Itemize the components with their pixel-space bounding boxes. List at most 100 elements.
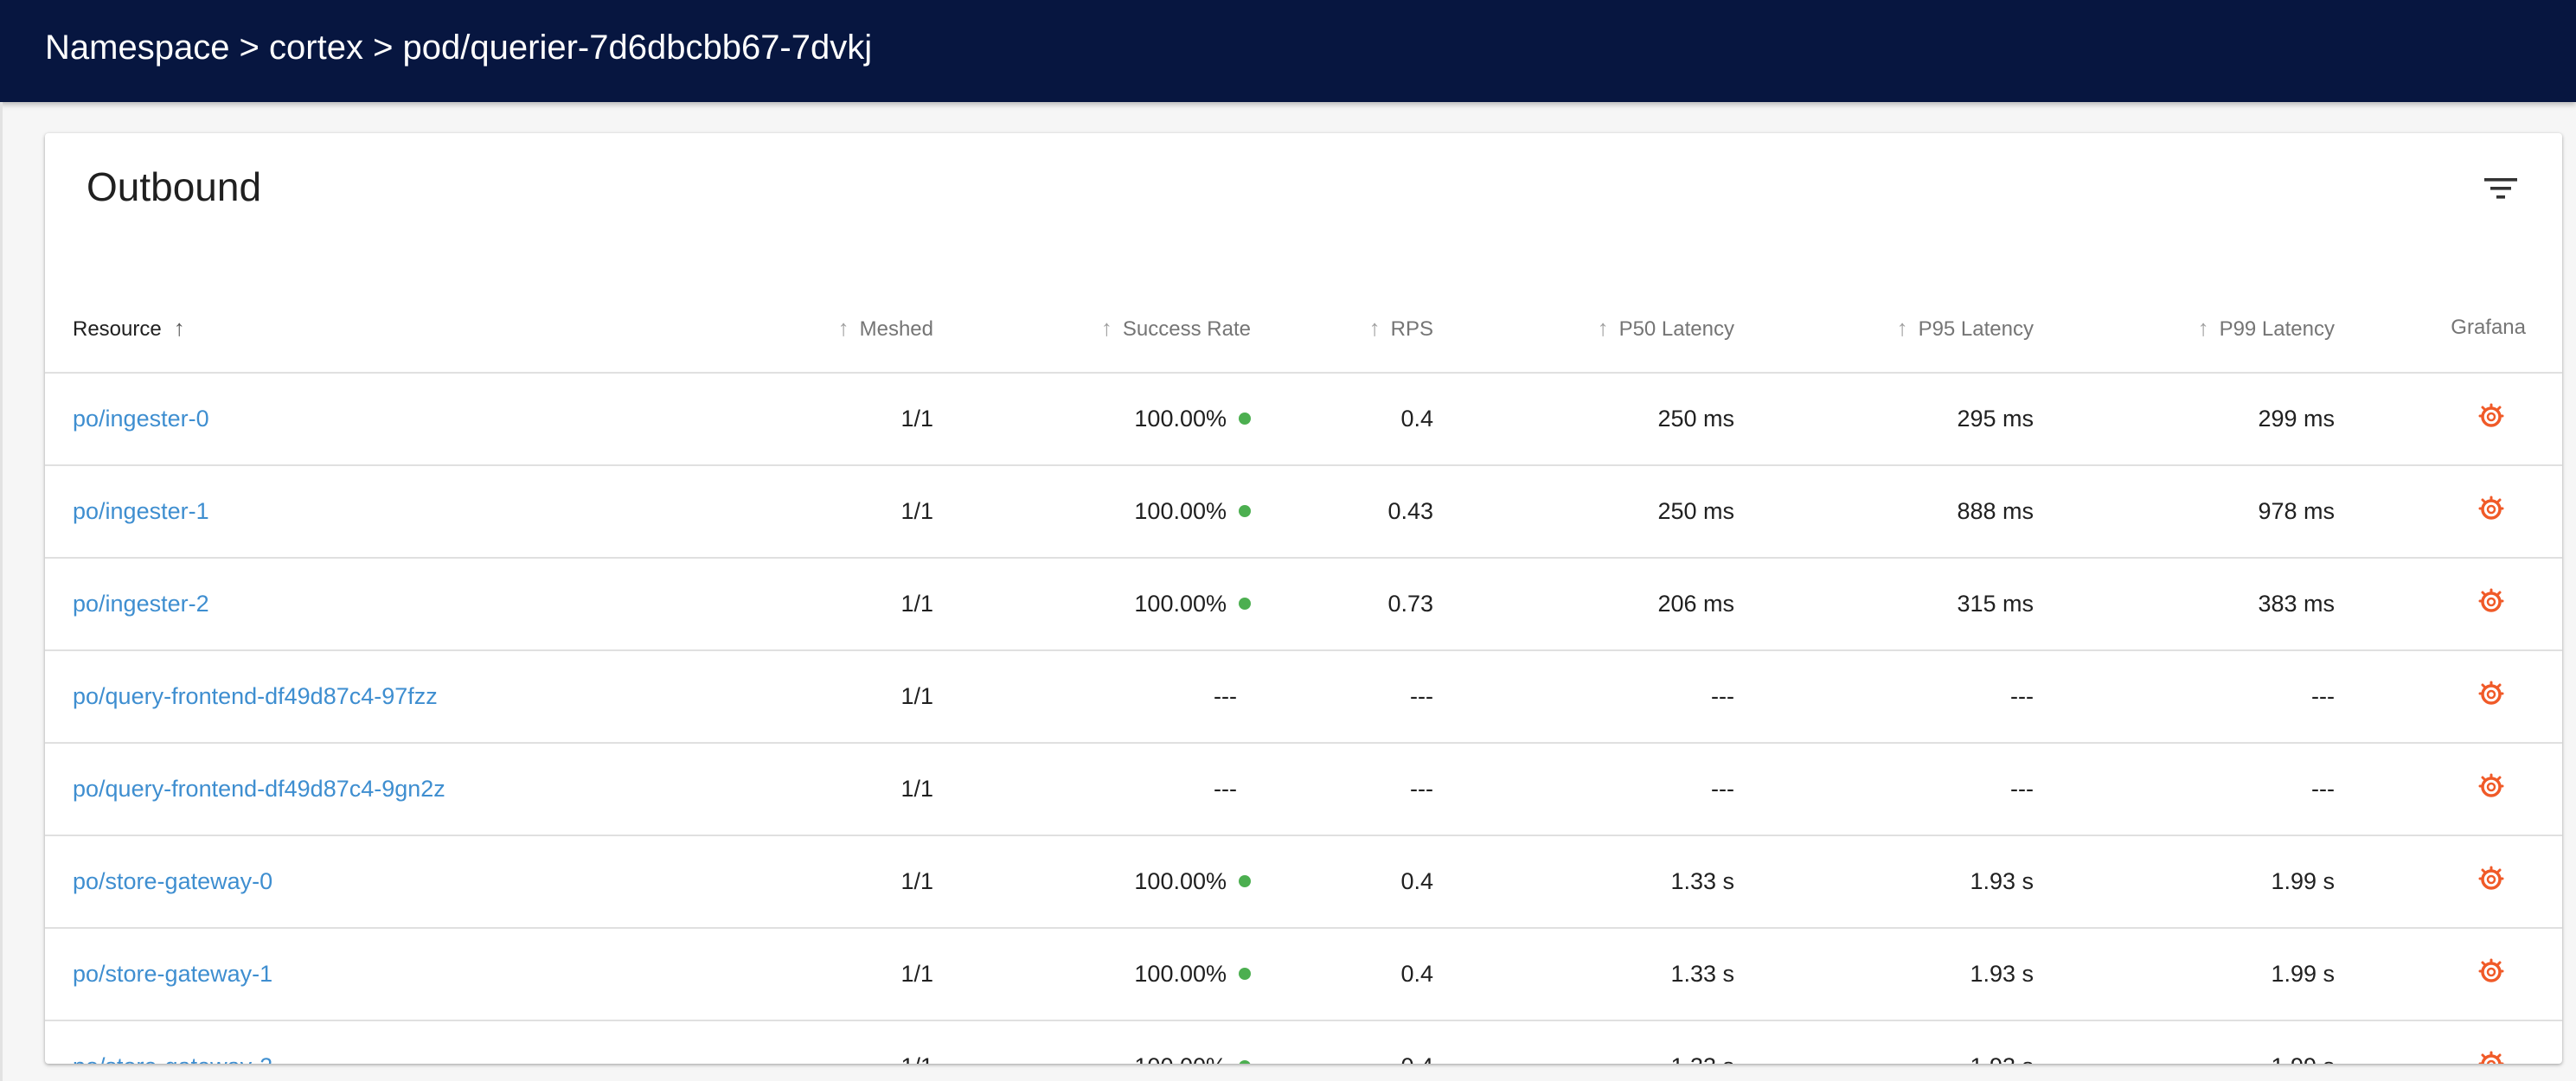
table-row: po/store-gateway-1 1/1 100.00% 0.4 1.33 s 1.9… bbox=[45, 928, 2562, 1021]
grafana-icon[interactable] bbox=[2477, 772, 2505, 800]
grafana-cell bbox=[2335, 835, 2562, 929]
column-header-meshed-label: Meshed bbox=[859, 317, 933, 341]
p95-latency-cell: 1.93 s bbox=[1734, 835, 2034, 929]
meshed-value: 1/1 bbox=[900, 868, 933, 894]
resource-cell: po/query-frontend-df49d87c4-97fzz bbox=[45, 650, 659, 744]
rps-cell: 0.4 bbox=[1251, 1020, 1433, 1064]
column-header-p99-label: P99 Latency bbox=[2219, 317, 2335, 341]
p99-latency-cell: --- bbox=[2034, 650, 2335, 744]
p50-latency-value: 1.33 s bbox=[1670, 961, 1734, 987]
table-row: po/ingester-2 1/1 100.00% 0.73 206 ms 315 ms 3… bbox=[45, 558, 2562, 651]
column-header-meshed[interactable]: ↑ Meshed bbox=[659, 284, 933, 374]
p95-latency-value: --- bbox=[2010, 683, 2034, 709]
resource-link[interactable]: po/store-gateway-0 bbox=[73, 868, 273, 894]
grafana-cell bbox=[2335, 373, 2562, 466]
p50-latency-value: 1.33 s bbox=[1670, 868, 1734, 894]
success-rate-cell: 100.00% bbox=[933, 373, 1251, 466]
column-header-success-rate-label: Success Rate bbox=[1122, 317, 1251, 341]
p99-latency-cell: 1.99 s bbox=[2034, 928, 2335, 1021]
p99-latency-value: 1.99 s bbox=[2271, 1053, 2335, 1064]
grafana-cell bbox=[2335, 928, 2562, 1021]
column-header-rps[interactable]: ↑ RPS bbox=[1251, 284, 1433, 374]
grafana-icon[interactable] bbox=[2477, 495, 2505, 522]
filter-icon[interactable] bbox=[2481, 173, 2521, 204]
grafana-cell bbox=[2335, 650, 2562, 744]
rps-value: 0.4 bbox=[1400, 1053, 1433, 1064]
grafana-icon[interactable] bbox=[2477, 680, 2505, 707]
success-status-dot bbox=[1239, 597, 1251, 610]
rps-value: 0.43 bbox=[1387, 498, 1433, 524]
grafana-icon[interactable] bbox=[2477, 957, 2505, 985]
p95-latency-cell: --- bbox=[1734, 743, 2034, 836]
grafana-cell bbox=[2335, 743, 2562, 836]
resource-cell: po/ingester-2 bbox=[45, 558, 659, 651]
resource-link[interactable]: po/ingester-2 bbox=[73, 591, 209, 617]
meshed-cell: 1/1 bbox=[659, 835, 933, 929]
p50-latency-value: --- bbox=[1711, 683, 1734, 709]
rps-value: 0.73 bbox=[1387, 591, 1433, 617]
sort-arrow-icon: ↑ bbox=[1100, 314, 1112, 341]
column-header-resource[interactable]: Resource ↑ bbox=[45, 284, 659, 374]
column-header-success-rate[interactable]: ↑ Success Rate bbox=[933, 284, 1251, 374]
column-header-grafana: Grafana bbox=[2335, 284, 2562, 374]
rps-value: 0.4 bbox=[1400, 868, 1433, 894]
meshed-value: 1/1 bbox=[900, 683, 933, 709]
grafana-icon[interactable] bbox=[2477, 587, 2505, 615]
meshed-value: 1/1 bbox=[900, 1053, 933, 1064]
meshed-cell: 1/1 bbox=[659, 650, 933, 744]
column-header-rps-label: RPS bbox=[1390, 317, 1433, 341]
grafana-cell bbox=[2335, 465, 2562, 559]
success-status-dot bbox=[1239, 874, 1251, 887]
p99-latency-value: 1.99 s bbox=[2271, 868, 2335, 894]
resource-link[interactable]: po/ingester-1 bbox=[73, 498, 209, 524]
resource-cell: po/store-gateway-2 bbox=[45, 1020, 659, 1064]
resource-link[interactable]: po/query-frontend-df49d87c4-97fzz bbox=[73, 683, 438, 709]
resource-link[interactable]: po/query-frontend-df49d87c4-9gn2z bbox=[73, 776, 445, 802]
p99-latency-cell: 1.99 s bbox=[2034, 835, 2335, 929]
rps-cell: 0.4 bbox=[1251, 835, 1433, 929]
p95-latency-cell: --- bbox=[1734, 650, 2034, 744]
meshed-value: 1/1 bbox=[900, 498, 933, 524]
resource-link[interactable]: po/store-gateway-1 bbox=[73, 961, 273, 987]
resource-link[interactable]: po/store-gateway-2 bbox=[73, 1053, 272, 1064]
p95-latency-value: 888 ms bbox=[1957, 498, 2034, 524]
rps-cell: 0.4 bbox=[1251, 928, 1433, 1021]
column-header-p50-latency[interactable]: ↑ P50 Latency bbox=[1433, 284, 1734, 374]
success-rate-cell: --- bbox=[933, 743, 1251, 836]
success-rate-cell: 100.00% bbox=[933, 465, 1251, 559]
grafana-icon[interactable] bbox=[2477, 402, 2505, 430]
p95-latency-value: 1.93 s bbox=[1970, 961, 2034, 987]
rps-value: 0.4 bbox=[1400, 961, 1433, 987]
table-row: po/ingester-0 1/1 100.00% 0.4 250 ms 295 ms 29… bbox=[45, 373, 2562, 466]
success-rate-cell: 100.00% bbox=[933, 1020, 1251, 1064]
rps-cell: 0.73 bbox=[1251, 558, 1433, 651]
column-header-p95-latency[interactable]: ↑ P95 Latency bbox=[1734, 284, 2034, 374]
table-header-row: Resource ↑ ↑ Meshed ↑ Success Rate ↑ RPS ↑ P5… bbox=[45, 284, 2562, 374]
resource-cell: po/store-gateway-1 bbox=[45, 928, 659, 1021]
meshed-cell: 1/1 bbox=[659, 558, 933, 651]
column-header-p95-label: P95 Latency bbox=[1918, 317, 2034, 341]
p95-latency-cell: 888 ms bbox=[1734, 465, 2034, 559]
column-header-p99-latency[interactable]: ↑ P99 Latency bbox=[2034, 284, 2335, 374]
grafana-icon[interactable] bbox=[2477, 865, 2505, 892]
p95-latency-cell: 1.93 s bbox=[1734, 1020, 2034, 1064]
outbound-card: Outbound Resource ↑ ↑ Meshed ↑ Success Rate bbox=[45, 133, 2562, 1064]
top-app-bar: Namespace > cortex > pod/querier-7d6dbcb… bbox=[0, 0, 2576, 102]
sort-arrow-icon: ↑ bbox=[1597, 314, 1609, 341]
sort-arrow-icon: ↑ bbox=[837, 314, 849, 341]
p95-latency-value: 1.93 s bbox=[1970, 1053, 2034, 1064]
grafana-icon[interactable] bbox=[2477, 1050, 2505, 1064]
resource-link[interactable]: po/ingester-0 bbox=[73, 406, 209, 432]
meshed-value: 1/1 bbox=[900, 406, 933, 432]
column-header-p50-label: P50 Latency bbox=[1618, 317, 1734, 341]
left-edge-divider bbox=[0, 102, 3, 1081]
p50-latency-cell: --- bbox=[1433, 743, 1734, 836]
p95-latency-cell: 295 ms bbox=[1734, 373, 2034, 466]
sort-arrow-icon: ↑ bbox=[2197, 314, 2209, 341]
success-status-dot bbox=[1239, 412, 1251, 425]
p95-latency-value: 295 ms bbox=[1957, 406, 2034, 432]
rps-value: --- bbox=[1410, 776, 1433, 802]
p99-latency-cell: 383 ms bbox=[2034, 558, 2335, 651]
resource-cell: po/query-frontend-df49d87c4-9gn2z bbox=[45, 743, 659, 836]
meshed-value: 1/1 bbox=[900, 591, 933, 617]
